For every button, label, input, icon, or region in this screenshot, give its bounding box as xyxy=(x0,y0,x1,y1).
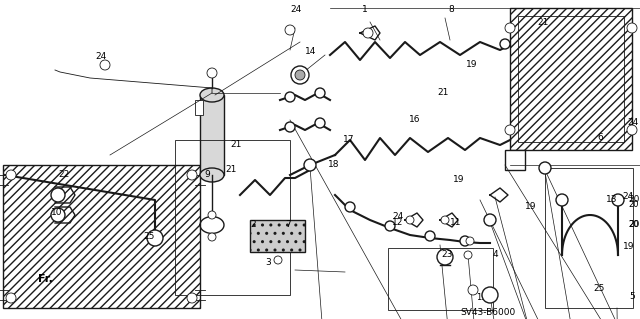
Text: 22: 22 xyxy=(58,170,69,179)
Ellipse shape xyxy=(207,68,217,78)
Text: 12: 12 xyxy=(392,218,403,227)
Text: 24: 24 xyxy=(627,118,638,127)
Text: 24: 24 xyxy=(392,212,403,221)
Ellipse shape xyxy=(285,25,295,35)
Text: 5: 5 xyxy=(629,292,635,301)
Ellipse shape xyxy=(147,230,163,246)
Ellipse shape xyxy=(441,216,449,224)
Ellipse shape xyxy=(100,60,110,70)
Text: 14: 14 xyxy=(305,47,316,56)
Text: 1: 1 xyxy=(362,5,368,14)
Text: 25: 25 xyxy=(593,284,604,293)
Ellipse shape xyxy=(539,162,551,174)
Text: 11: 11 xyxy=(450,218,461,227)
Text: 19: 19 xyxy=(476,293,486,302)
Ellipse shape xyxy=(437,249,453,265)
Text: 20: 20 xyxy=(628,200,639,209)
Bar xyxy=(175,140,290,295)
Text: SV43-B6000: SV43-B6000 xyxy=(460,308,515,317)
Ellipse shape xyxy=(627,125,637,135)
Ellipse shape xyxy=(200,168,224,182)
Ellipse shape xyxy=(285,92,295,102)
Ellipse shape xyxy=(500,39,510,49)
Text: 24: 24 xyxy=(95,52,106,61)
Ellipse shape xyxy=(187,170,197,180)
Text: 10: 10 xyxy=(51,208,63,217)
Text: 7: 7 xyxy=(285,220,291,229)
Ellipse shape xyxy=(460,236,470,246)
Text: 19: 19 xyxy=(453,175,465,184)
Text: 4: 4 xyxy=(493,250,499,259)
Bar xyxy=(510,8,632,150)
Ellipse shape xyxy=(315,118,325,128)
Ellipse shape xyxy=(406,216,414,224)
Ellipse shape xyxy=(556,194,568,206)
Text: 18: 18 xyxy=(328,160,339,169)
Bar xyxy=(250,220,305,252)
Ellipse shape xyxy=(6,293,16,303)
Ellipse shape xyxy=(425,231,435,241)
Ellipse shape xyxy=(505,23,515,33)
Text: 2: 2 xyxy=(250,220,255,229)
Text: 24: 24 xyxy=(290,5,301,14)
Ellipse shape xyxy=(200,88,224,102)
Text: 23: 23 xyxy=(441,250,452,259)
Text: 19: 19 xyxy=(525,202,536,211)
Ellipse shape xyxy=(385,221,395,231)
Text: 21: 21 xyxy=(437,88,449,97)
Text: 9: 9 xyxy=(204,170,210,179)
Ellipse shape xyxy=(51,208,65,222)
Polygon shape xyxy=(6,271,20,285)
Text: 20: 20 xyxy=(628,220,639,229)
Text: 8: 8 xyxy=(448,5,454,14)
Ellipse shape xyxy=(468,285,478,295)
Ellipse shape xyxy=(208,211,216,219)
Ellipse shape xyxy=(627,23,637,33)
Ellipse shape xyxy=(291,66,309,84)
Ellipse shape xyxy=(274,256,282,264)
Ellipse shape xyxy=(315,88,325,98)
Text: 19: 19 xyxy=(466,60,477,69)
Ellipse shape xyxy=(295,70,305,80)
Bar xyxy=(545,168,633,308)
Ellipse shape xyxy=(505,125,515,135)
Ellipse shape xyxy=(345,202,355,212)
Text: 16: 16 xyxy=(409,115,420,124)
Bar xyxy=(518,16,624,142)
Ellipse shape xyxy=(304,159,316,171)
Text: 21: 21 xyxy=(225,165,236,174)
Bar xyxy=(195,100,203,115)
Ellipse shape xyxy=(612,194,624,206)
Text: 20: 20 xyxy=(628,220,639,229)
Ellipse shape xyxy=(363,28,373,38)
Ellipse shape xyxy=(6,170,16,180)
Bar xyxy=(505,150,525,170)
Ellipse shape xyxy=(464,251,472,259)
Bar xyxy=(200,95,224,175)
Text: 24: 24 xyxy=(622,192,633,201)
Ellipse shape xyxy=(484,214,496,226)
Ellipse shape xyxy=(482,287,498,303)
Text: 21: 21 xyxy=(537,18,548,27)
Ellipse shape xyxy=(51,188,65,202)
Text: Fr.: Fr. xyxy=(38,274,53,284)
Ellipse shape xyxy=(466,237,474,245)
Text: 13: 13 xyxy=(606,195,618,204)
Ellipse shape xyxy=(208,233,216,241)
Text: 20: 20 xyxy=(628,195,639,204)
Text: 6: 6 xyxy=(597,133,603,142)
Text: 17: 17 xyxy=(343,135,355,144)
Text: 19: 19 xyxy=(623,242,634,251)
Text: 21: 21 xyxy=(230,140,241,149)
Text: 3: 3 xyxy=(265,258,271,267)
Ellipse shape xyxy=(187,293,197,303)
Bar xyxy=(3,165,200,308)
Ellipse shape xyxy=(285,122,295,132)
Text: 25: 25 xyxy=(143,232,154,241)
Bar xyxy=(388,248,493,310)
